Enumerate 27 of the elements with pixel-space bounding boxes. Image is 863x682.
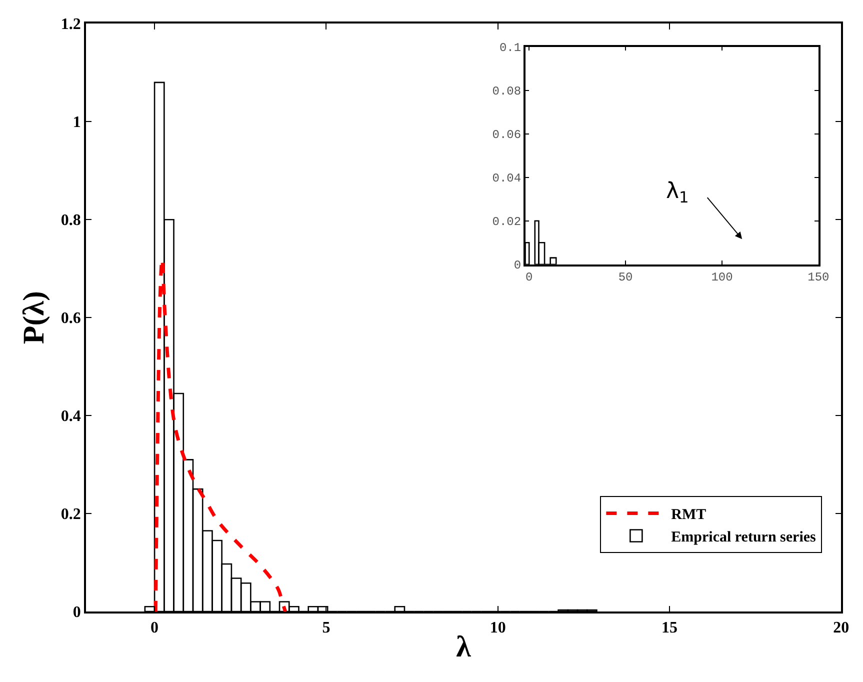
y-tick-label: 0.06 [492, 128, 522, 142]
y-tick-label: 0 [72, 604, 81, 622]
legend-label: Emprical return series [671, 530, 816, 546]
y-tick-label: 0.4 [60, 408, 81, 426]
x-tick-label: 5 [322, 620, 330, 636]
y-tick-label: 0.2 [60, 506, 81, 524]
y-tick-label: 0.08 [492, 84, 522, 99]
y-tick-label: 0.02 [492, 215, 522, 230]
y-tick-label: 1 [72, 114, 81, 132]
y-tick-label: 0 [514, 258, 522, 273]
x-tick-label: 15 [662, 620, 678, 636]
x-axis-title: λ [456, 630, 472, 664]
y-axis-title: P(λ) [17, 291, 50, 344]
x-tick-label: 10 [490, 620, 506, 636]
x-tick-label: 0 [526, 270, 533, 285]
x-tick-label: 100 [711, 270, 733, 285]
y-tick-label: 0.8 [60, 212, 81, 230]
y-tick-label: 0.6 [60, 310, 81, 328]
legend-label: RMT [671, 507, 706, 524]
x-tick-label: 0 [150, 620, 159, 636]
y-tick-label: 1.2 [60, 16, 81, 34]
annotation: λ$_{1}$ [666, 179, 689, 207]
x-tick-label: 150 [808, 270, 830, 285]
x-tick-label: 50 [618, 270, 633, 285]
x-tick-label: 20 [833, 620, 850, 636]
y-tick-label: 0.04 [492, 172, 522, 186]
y-tick-label: 0.1 [500, 41, 522, 56]
